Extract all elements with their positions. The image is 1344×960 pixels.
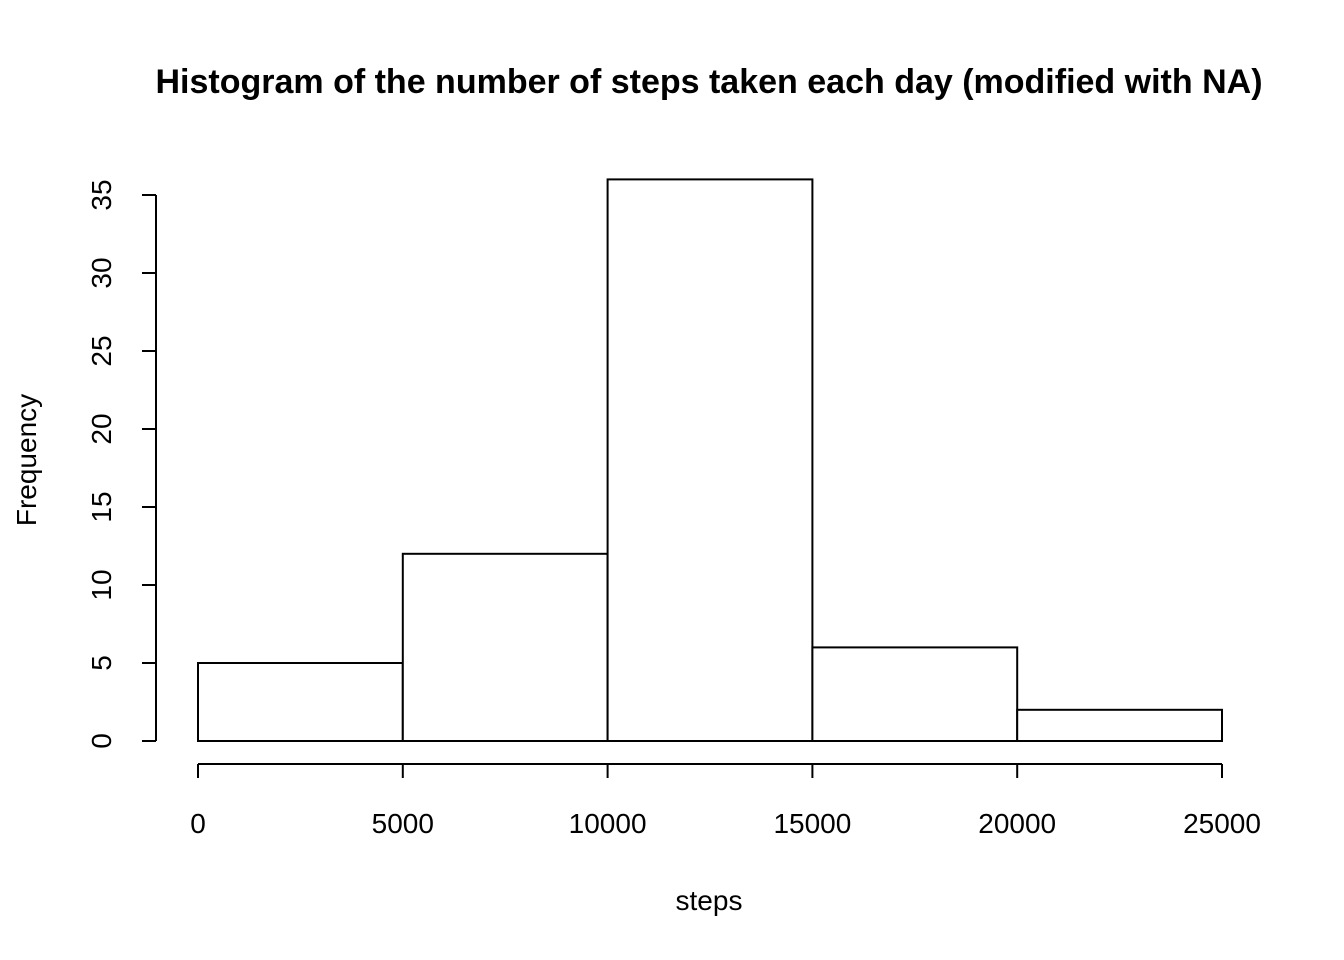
histogram-bar	[1016, 708, 1224, 742]
x-tick-label: 25000	[1183, 808, 1261, 839]
histogram-bar	[811, 646, 1019, 743]
histogram-bar	[197, 662, 404, 742]
x-tick-label: 5000	[372, 808, 434, 839]
x-tick-label: 15000	[773, 808, 851, 839]
x-axis-label: steps	[676, 885, 743, 916]
y-tick-label: 20	[86, 413, 117, 444]
y-tick-label: 30	[86, 257, 117, 288]
x-tick-label: 10000	[569, 808, 647, 839]
chart-title: Histogram of the number of steps taken e…	[155, 63, 1262, 101]
bars-group	[197, 178, 1224, 743]
histogram-bar	[606, 178, 814, 742]
x-tick-label: 20000	[978, 808, 1056, 839]
y-tick-label: 25	[86, 335, 117, 366]
y-tick-label: 10	[86, 569, 117, 600]
x-tick-label: 0	[190, 808, 206, 839]
x-axis: 0 5000 10000 15000 20000 25000	[190, 763, 1261, 839]
y-axis: 0 5 10 15 20 25 30 35	[86, 179, 157, 749]
y-tick-label: 15	[86, 491, 117, 522]
y-tick-label: 0	[86, 733, 117, 749]
histogram-bar	[401, 552, 609, 742]
y-axis-label: Frequency	[11, 394, 42, 526]
y-tick-label: 35	[86, 179, 117, 210]
y-tick-label: 5	[86, 655, 117, 671]
